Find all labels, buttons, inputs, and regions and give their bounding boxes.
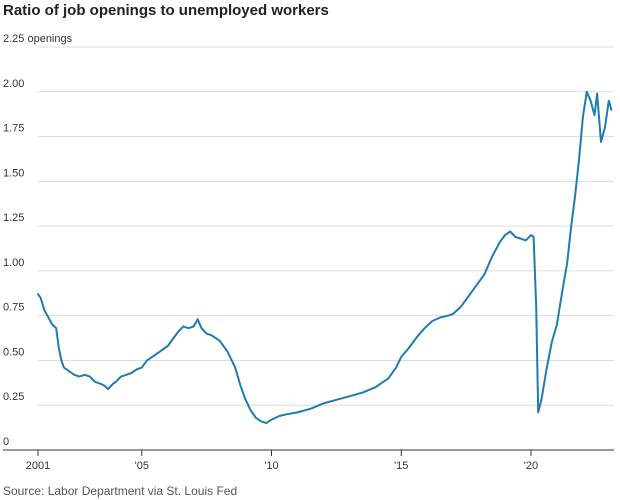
x-tick-label: 2001: [26, 460, 50, 472]
series-line: [37, 90, 613, 425]
y-tick-labels: 0 0.25 0.50 0.75 1.00 1.25 1.50 1.75 2.00 2.25 op…: [3, 33, 73, 448]
x-tick-label: '20: [524, 460, 538, 472]
series-lines: [37, 90, 613, 425]
grid-lines: [38, 46, 614, 406]
x-tick-label: '15: [394, 460, 408, 472]
chart-title: Ratio of job openings to unemployed work…: [3, 2, 329, 19]
y-tick-label: 1.50: [3, 167, 24, 179]
axes: [3, 449, 614, 456]
y-tick-label: 0.50: [3, 346, 24, 358]
x-tick-label: '10: [264, 460, 278, 472]
y-tick-label: 0.25: [3, 391, 24, 403]
y-tick-label: 1.25: [3, 212, 24, 224]
chart-source: Source: Labor Department via St. Louis F…: [3, 484, 238, 498]
y-tick-label: 1.00: [3, 257, 24, 269]
y-tick-label: 2.00: [3, 78, 24, 90]
y-tick-label: 2.25 openings: [3, 33, 73, 45]
y-tick-label: 0.75: [3, 302, 24, 314]
y-tick-label: 1.75: [3, 123, 24, 135]
x-tick-labels: 2001 '05 '10 '15 '20: [26, 460, 538, 472]
y-tick-label: 0: [3, 436, 9, 448]
x-tick-label: '05: [135, 460, 149, 472]
